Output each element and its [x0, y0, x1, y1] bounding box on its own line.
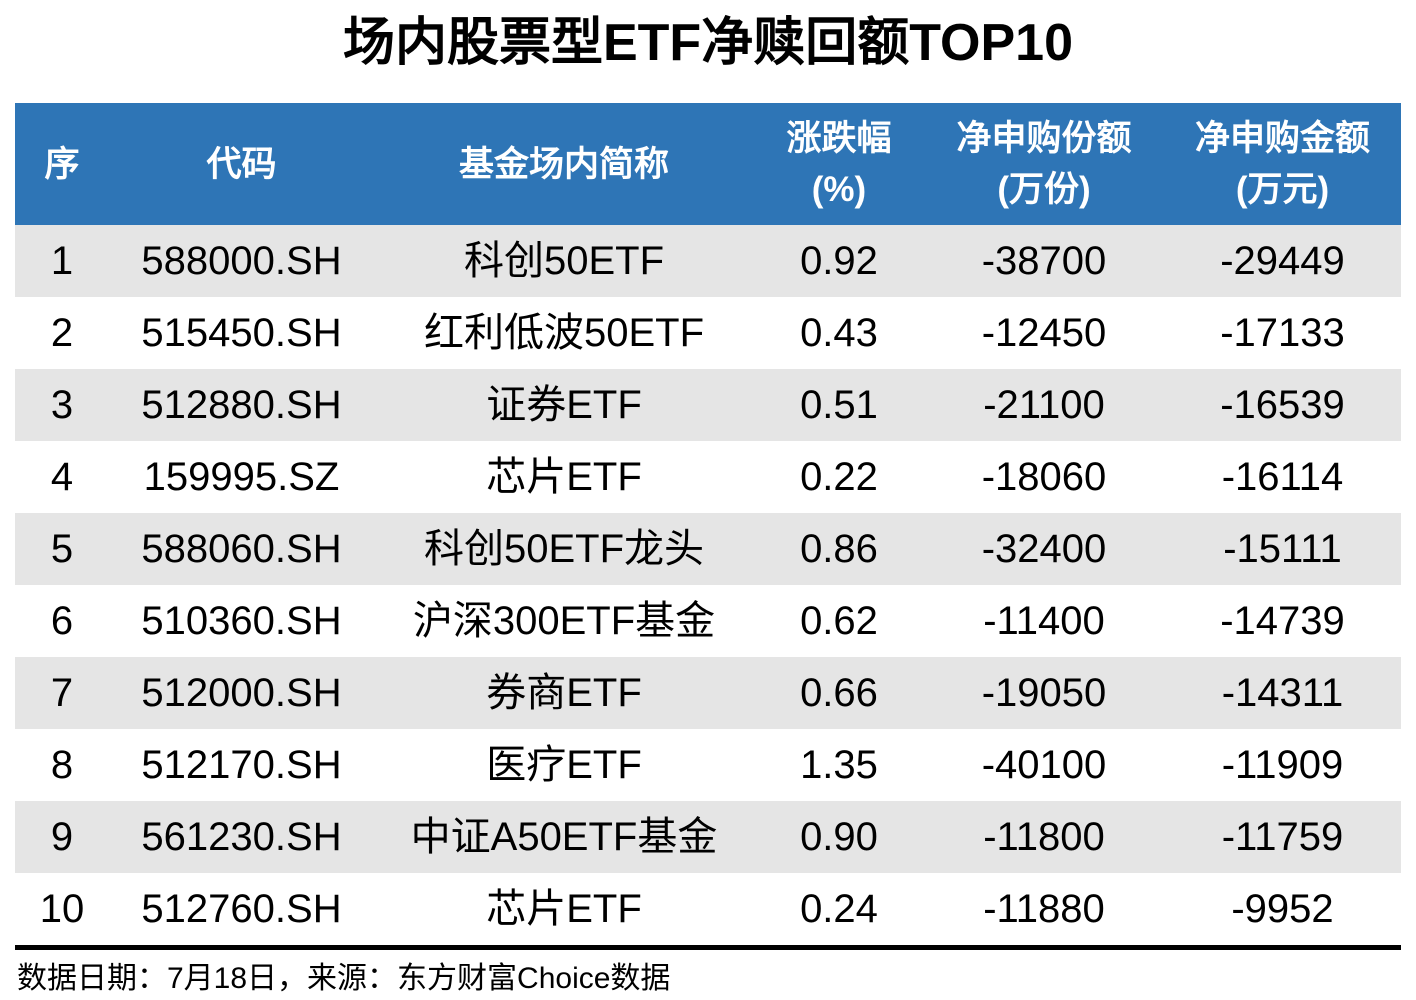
cell-net_shares: -11880 — [983, 887, 1105, 931]
cell-net_shares: -12450 — [981, 311, 1107, 355]
etf-table: 序 代码 基金场内简称 涨跌幅 (%) 净申购份额 (万份) 净申购金额 (万元) 1 58800… — [15, 103, 1401, 945]
cell-rank: 1 — [50, 239, 74, 283]
table-row: 1 588000.SH 科创50ETF 0.92 -38700 -29449 — [15, 225, 1401, 297]
cell-change: 0.86 — [800, 527, 878, 571]
cell-name: 芯片ETF — [486, 887, 642, 931]
column-header-label: 序 — [44, 144, 80, 184]
cell-rank: 6 — [50, 599, 74, 643]
cell-net_shares: -11800 — [983, 815, 1105, 859]
cell-name: 医疗ETF — [486, 743, 642, 787]
column-header-name: 基金场内简称 — [374, 103, 754, 225]
column-header-net_amount: 净申购金额 (万元) — [1164, 103, 1401, 225]
cell-code: 512880.SH — [141, 383, 342, 427]
cell-net_amount: -9952 — [1231, 887, 1334, 931]
column-header-label: 净申购份额 — [956, 119, 1132, 158]
cell-net_amount: -16114 — [1221, 455, 1344, 499]
cell-net_shares: -32400 — [981, 527, 1107, 571]
table-row: 3 512880.SH 证券ETF 0.51 -21100 -16539 — [15, 369, 1401, 441]
table-header-row: 序 代码 基金场内简称 涨跌幅 (%) 净申购份额 (万份) 净申购金额 (万元) — [15, 103, 1401, 225]
cell-net_amount: -15111 — [1223, 527, 1342, 571]
column-header-net_shares: 净申购份额 (万份) — [924, 103, 1164, 225]
table-body: 1 588000.SH 科创50ETF 0.92 -38700 -29449 2 515450… — [15, 225, 1401, 945]
cell-rank: 5 — [50, 527, 74, 571]
column-header-rank: 序 — [15, 103, 109, 225]
cell-rank: 7 — [50, 671, 74, 715]
cell-rank: 9 — [50, 815, 74, 859]
cell-change: 1.35 — [800, 743, 878, 787]
cell-net_shares: -38700 — [981, 239, 1107, 283]
cell-change: 0.92 — [800, 239, 878, 283]
cell-net_shares: -19050 — [981, 671, 1107, 715]
cell-net_amount: -16539 — [1220, 383, 1345, 427]
cell-name: 沪深300ETF基金 — [412, 599, 716, 643]
column-header-label: 基金场内简称 — [458, 144, 669, 184]
column-header-label: 代码 — [206, 144, 277, 184]
column-header-label: (万元) — [1235, 170, 1330, 209]
cell-change: 0.24 — [800, 887, 878, 931]
table-row: 9 561230.SH 中证A50ETF基金 0.90 -11800 -11759 — [15, 801, 1401, 873]
cell-name: 红利低波50ETF — [423, 311, 705, 355]
cell-rank: 2 — [50, 311, 74, 355]
cell-code: 515450.SH — [141, 311, 342, 355]
cell-rank: 3 — [50, 383, 74, 427]
table-row: 8 512170.SH 医疗ETF 1.35 -40100 -11909 — [15, 729, 1401, 801]
table-row: 2 515450.SH 红利低波50ETF 0.43 -12450 -17133 — [15, 297, 1401, 369]
data-source-note: 数据日期：7月18日，来源：东方财富Choice数据 — [17, 962, 671, 995]
cell-net_amount: -14739 — [1220, 599, 1345, 643]
cell-change: 0.43 — [800, 311, 878, 355]
column-header-label: 涨跌幅 — [786, 119, 892, 158]
cell-name: 科创50ETF龙头 — [423, 527, 705, 571]
cell-rank: 10 — [39, 887, 85, 931]
table-row: 7 512000.SH 券商ETF 0.66 -19050 -14311 — [15, 657, 1401, 729]
cell-code: 159995.SZ — [143, 455, 340, 499]
cell-net_amount: -11909 — [1221, 743, 1344, 787]
cell-name: 科创50ETF — [463, 239, 665, 283]
table-row: 5 588060.SH 科创50ETF龙头 0.86 -32400 -15111 — [15, 513, 1401, 585]
table-row: 10 512760.SH 芯片ETF 0.24 -11880 -9952 — [15, 873, 1401, 945]
cell-code: 588000.SH — [141, 239, 342, 283]
cell-code: 588060.SH — [141, 527, 342, 571]
cell-code: 510360.SH — [141, 599, 342, 643]
table-row: 6 510360.SH 沪深300ETF基金 0.62 -11400 -14739 — [15, 585, 1401, 657]
column-header-change: 涨跌幅 (%) — [754, 103, 924, 225]
cell-rank: 4 — [50, 455, 74, 499]
cell-net_shares: -40100 — [981, 743, 1107, 787]
table-row: 4 159995.SZ 芯片ETF 0.22 -18060 -16114 — [15, 441, 1401, 513]
cell-code: 561230.SH — [141, 815, 342, 859]
page-title: 场内股票型ETF净赎回额TOP10 — [342, 14, 1073, 72]
cell-net_shares: -21100 — [983, 383, 1105, 427]
cell-code: 512000.SH — [141, 671, 342, 715]
cell-change: 0.62 — [800, 599, 878, 643]
cell-net_amount: -14311 — [1221, 671, 1344, 715]
cell-change: 0.90 — [800, 815, 878, 859]
cell-name: 中证A50ETF基金 — [410, 815, 718, 859]
column-header-label: (万份) — [997, 170, 1091, 209]
cell-code: 512760.SH — [141, 887, 342, 931]
cell-rank: 8 — [50, 743, 74, 787]
cell-change: 0.51 — [800, 383, 878, 427]
cell-name: 券商ETF — [486, 671, 642, 715]
cell-net_amount: -29449 — [1220, 239, 1345, 283]
cell-code: 512170.SH — [141, 743, 342, 787]
cell-net_amount: -11759 — [1221, 815, 1344, 859]
column-header-code: 代码 — [109, 103, 374, 225]
cell-net_amount: -17133 — [1220, 311, 1345, 355]
cell-change: 0.66 — [800, 671, 878, 715]
column-header-label: 净申购金额 — [1194, 119, 1370, 158]
column-header-label: (%) — [811, 170, 867, 209]
cell-change: 0.22 — [800, 455, 878, 499]
cell-net_shares: -11400 — [983, 599, 1105, 643]
cell-net_shares: -18060 — [981, 455, 1107, 499]
cell-name: 芯片ETF — [486, 455, 642, 499]
footer-divider — [15, 945, 1401, 950]
cell-name: 证券ETF — [486, 383, 642, 427]
